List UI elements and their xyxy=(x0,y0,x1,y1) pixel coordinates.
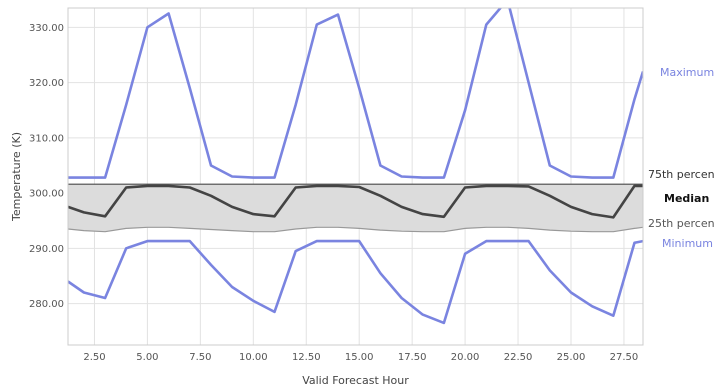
plot-frame xyxy=(67,7,644,346)
p25-label: 25th percen xyxy=(648,217,715,230)
x-tick-label: 20.00 xyxy=(451,352,480,363)
x-axis-ticks: 2.50 5.00 7.50 10.00 12.50 15.00 17.50 20.00 22.… xyxy=(83,352,638,363)
x-tick-label: 22.50 xyxy=(504,352,533,363)
x-tick-label: 27.50 xyxy=(610,352,639,363)
x-tick-label: 10.00 xyxy=(239,352,268,363)
25th-percentile-line xyxy=(68,226,643,233)
y-tick-label: 290.00 xyxy=(29,244,64,255)
y-axis-ticks: 280.00 290.00 300.00 310.00 320.00 330.00 xyxy=(29,23,64,310)
maximum-label: Maximum xyxy=(660,66,714,79)
x-tick-label: 2.50 xyxy=(83,352,105,363)
interquartile-band xyxy=(68,184,643,232)
y-tick-label: 300.00 xyxy=(29,189,64,200)
maximum-line xyxy=(68,8,643,179)
plot-background xyxy=(68,8,643,345)
x-tick-label: 17.50 xyxy=(398,352,427,363)
series-lines xyxy=(68,8,643,325)
y-tick-label: 320.00 xyxy=(29,78,64,89)
y-tick-label: 280.00 xyxy=(29,299,64,310)
x-tick-label: 15.00 xyxy=(345,352,374,363)
x-tick-label: 5.00 xyxy=(136,352,158,363)
median-line xyxy=(68,184,643,219)
x-axis-title: Valid Forecast Hour xyxy=(302,374,409,387)
x-tick-label: 7.50 xyxy=(189,352,211,363)
median-label: Median xyxy=(664,192,709,205)
x-tick-label: 12.50 xyxy=(292,352,321,363)
y-tick-label: 330.00 xyxy=(29,23,64,34)
x-tick-label: 25.00 xyxy=(557,352,586,363)
minimum-line xyxy=(68,239,643,325)
minimum-label: Minimum xyxy=(662,237,713,250)
y-axis-title: Temperature (K) xyxy=(10,132,23,222)
y-tick-label: 310.00 xyxy=(29,133,64,144)
p75-label: 75th percen xyxy=(648,168,715,181)
